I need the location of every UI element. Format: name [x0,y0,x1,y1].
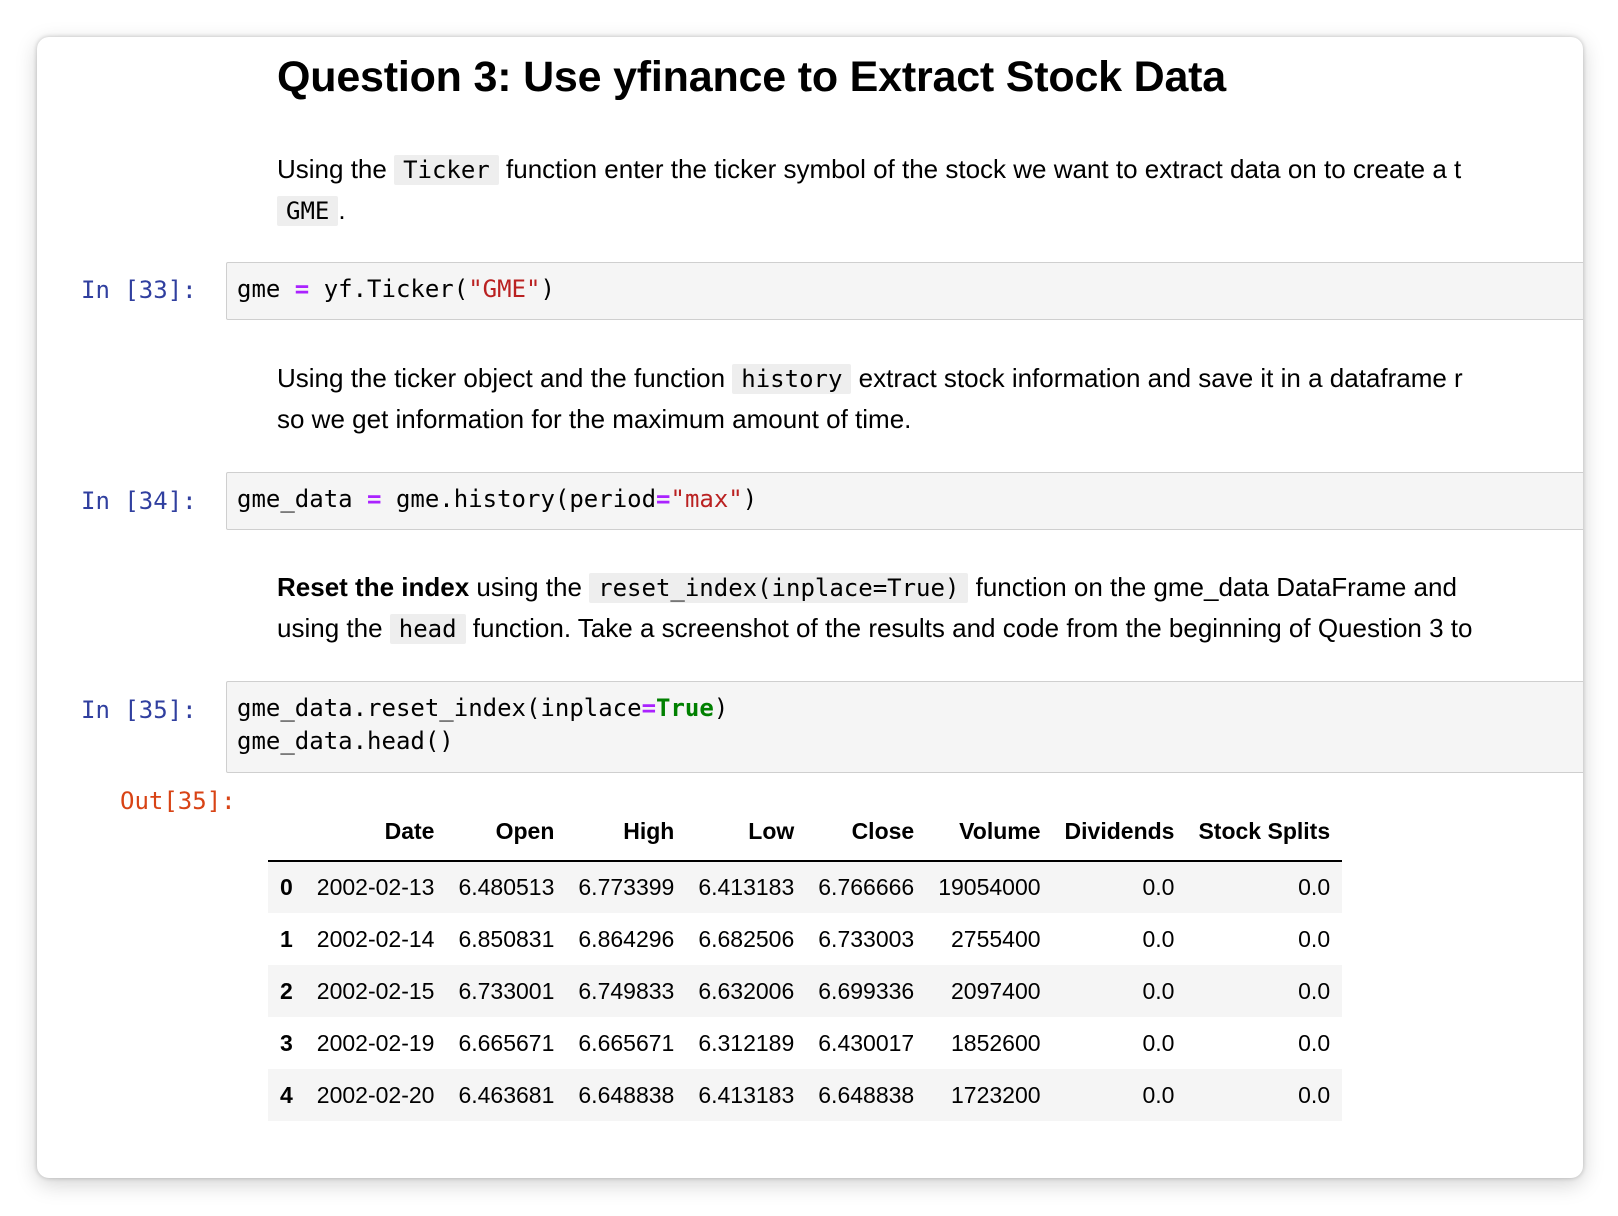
code-line[interactable]: gme_data = gme.history(period="max") [237,485,758,513]
input-prompt-35: In [35]: [81,696,197,724]
table-cell: 6.682506 [698,925,795,952]
output-prompt-35: Out[35]: [120,787,236,815]
table-cell: 2002-02-15 [316,977,435,1004]
inline-code-history: history [732,364,852,394]
table-cell: 6.312189 [698,1029,795,1056]
inline-code-gme: GME [277,196,339,226]
table-cell: 2002-02-19 [316,1029,435,1056]
table-cell: 6.413183 [698,874,795,900]
table-cell: 6.648838 [578,1081,675,1108]
markdown-paragraph-ticker: Using the Ticker function enter the tick… [277,154,1462,226]
input-prompt-34: In [34]: [81,487,197,515]
column-header: Dividends [1052,802,1187,862]
table-cell: 6.665671 [458,1029,555,1056]
table-header-row: Date Open High Low Close Volume Dividends Stock… [268,802,1343,862]
table-cell: 6.665671 [578,1029,675,1056]
inline-code-ticker: Ticker [394,155,499,185]
table-cell: 6.648838 [818,1081,915,1108]
table-cell: 6.733001 [458,977,555,1004]
table-cell: 6.413183 [698,1081,795,1108]
code-line[interactable]: gme_data.head() [237,727,454,755]
notebook-window: Question 3: Use yfinance to Extract Stoc… [37,37,1583,1178]
row-index: 2 [280,977,293,1004]
table-cell: 0.0 [1298,1029,1331,1056]
table-cell: 2755400 [951,925,1041,952]
table-cell: 2002-02-14 [316,925,435,952]
column-header: Close [806,802,927,862]
markdown-paragraph-reset-index: Reset the index using the reset_index(in… [277,572,1473,644]
table-cell: 19054000 [938,874,1041,900]
table-cell: 0.0 [1298,977,1331,1004]
row-index: 1 [280,925,293,952]
table-cell: 0.0 [1298,874,1331,900]
table-row: 0 2002-02-13 6.480513 6.773399 6.413183 6.766… [268,861,1343,913]
code-cell-34[interactable]: gme_data = gme.history(period="max") [226,472,1583,530]
notebook-content: Question 3: Use yfinance to Extract Stoc… [37,37,1583,1178]
code-line[interactable]: gme = yf.Ticker("GME") [237,275,555,303]
index-header [268,802,305,862]
table-cell: 0.0 [1142,977,1175,1004]
table-cell: 0.0 [1142,925,1175,952]
table-cell: 0.0 [1298,925,1331,952]
table-cell: 6.699336 [818,977,915,1004]
table-row: 2 2002-02-15 6.733001 6.749833 6.632006 6.699… [268,965,1343,1017]
table-body: 0 2002-02-13 6.480513 6.773399 6.413183 6.766… [268,861,1343,1121]
table-cell: 6.480513 [458,874,555,900]
column-header: Stock Splits [1186,802,1343,862]
code-line[interactable]: gme_data.reset_index(inplace=True) [237,694,729,722]
table-row: 4 2002-02-20 6.463681 6.648838 6.413183 6.648… [268,1069,1343,1121]
table-cell: 1852600 [951,1029,1041,1056]
code-cell-33[interactable]: gme = yf.Ticker("GME") [226,262,1583,320]
table-row: 3 2002-02-19 6.665671 6.665671 6.312189 6.430… [268,1017,1342,1069]
row-index: 4 [280,1081,293,1108]
table-cell: 6.864296 [578,925,675,952]
table-cell: 6.766666 [818,874,915,900]
table-cell: 0.0 [1142,1029,1175,1056]
column-header: High [566,802,687,862]
table-row: 1 2002-02-14 6.850831 6.864296 6.682506 6.733… [268,913,1342,965]
table-cell: 0.0 [1142,874,1175,900]
markdown-paragraph-history: Using the ticker object and the function… [277,363,1463,434]
column-header: Open [446,802,567,862]
table-cell: 6.430017 [818,1029,915,1056]
table-cell: 0.0 [1142,1081,1175,1108]
table-cell: 6.463681 [458,1081,555,1108]
column-header: Volume [926,802,1053,862]
table-cell: 6.733003 [818,925,915,952]
table-cell: 6.773399 [578,874,675,900]
inline-code-reset-index: reset_index(inplace=True) [589,573,969,603]
inline-code-head: head [389,614,466,644]
code-cell-35[interactable]: gme_data.reset_index(inplace=True) gme_d… [226,681,1583,773]
table-cell: 6.850831 [458,925,555,952]
table-cell: 6.749833 [578,977,675,1004]
input-prompt-33: In [33]: [81,276,197,304]
table-cell: 6.632006 [698,977,795,1004]
row-index: 0 [280,874,293,900]
table-cell: 1723200 [951,1081,1041,1108]
row-index: 3 [280,1029,293,1056]
column-header: Low [686,802,807,862]
question-title: Question 3: Use yfinance to Extract Stoc… [277,53,1227,101]
table-cell: 2002-02-13 [316,874,435,900]
table-cell: 2002-02-20 [316,1081,435,1108]
column-header: Date [304,802,447,862]
dataframe-output: Date Open High Low Close Volume Dividends Stock… [268,802,1343,1121]
table-cell: 2097400 [951,977,1041,1004]
table-cell: 0.0 [1298,1081,1331,1108]
